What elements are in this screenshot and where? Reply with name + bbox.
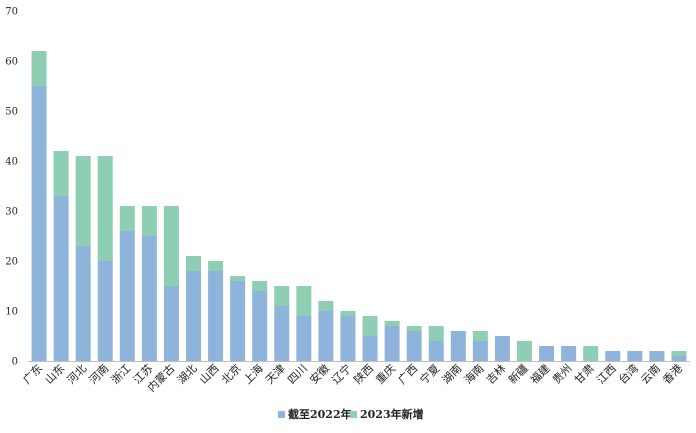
bar-segment-new-2023: [31, 51, 47, 86]
x-category-label: 陕西: [351, 361, 376, 386]
x-category-label: 香港: [660, 362, 685, 387]
bar-segment-new-2023: [53, 151, 69, 196]
x-category-label: 天津: [263, 362, 288, 387]
x-category-label: 台湾: [615, 361, 640, 386]
bar-segment-through-2022: [296, 316, 312, 361]
bar-segment-through-2022: [163, 286, 179, 361]
x-axis-category-labels: 广东山东河北河南浙江江苏内蒙古湖北山西北京上海天津四川安徽辽宁陕西重庆广西宁夏湖…: [20, 361, 685, 394]
bar-segment-new-2023: [516, 341, 533, 361]
x-category-label: 重庆: [373, 361, 398, 386]
bars-group: [31, 51, 687, 361]
x-category-label: 河南: [87, 362, 112, 387]
bar-segment-through-2022: [406, 331, 422, 361]
bar-segment-new-2023: [230, 276, 246, 281]
y-tick-label: 10: [5, 307, 18, 318]
bar-segment-new-2023: [472, 331, 488, 341]
x-category-label: 四川: [285, 362, 310, 387]
bar-segment-new-2023: [583, 346, 599, 361]
bar-segment-new-2023: [428, 326, 444, 341]
x-category-label: 安徽: [307, 361, 332, 386]
x-category-label: 湖北: [175, 362, 200, 387]
x-category-label: 河北: [65, 362, 90, 387]
bar-segment-new-2023: [252, 281, 268, 291]
x-category-label: 江西: [594, 362, 619, 387]
x-category-label: 吉林: [483, 361, 508, 386]
x-category-label: 山西: [197, 362, 222, 387]
bar-segment-new-2023: [141, 206, 157, 236]
bar-segment-through-2022: [274, 306, 290, 361]
bar-segment-new-2023: [318, 301, 334, 311]
bar-segment-new-2023: [406, 326, 422, 331]
legend: 截至2022年 2023年新增: [278, 407, 424, 421]
bar-segment-new-2023: [185, 256, 202, 271]
bar-segment-through-2022: [31, 86, 47, 361]
bar-segment-through-2022: [450, 331, 466, 361]
bar-segment-through-2022: [141, 236, 157, 361]
bar-segment-through-2022: [185, 271, 202, 361]
y-tick-label: 50: [5, 107, 18, 118]
bar-segment-new-2023: [75, 156, 91, 246]
y-tick-label: 60: [5, 57, 18, 68]
legend-label: 2023年新增: [360, 407, 424, 421]
y-tick-label: 20: [5, 257, 18, 268]
x-category-label: 宁夏: [417, 361, 442, 386]
x-category-label: 湖南: [440, 362, 465, 387]
bar-segment-new-2023: [119, 206, 135, 231]
bar-segment-new-2023: [340, 311, 356, 316]
legend-swatch: [350, 411, 357, 418]
x-category-label: 新疆: [505, 361, 530, 386]
x-category-label: 辽宁: [329, 361, 354, 386]
bar-segment-through-2022: [671, 356, 687, 361]
x-category-label: 浙江: [109, 362, 134, 387]
bar-segment-through-2022: [539, 346, 555, 361]
legend-swatch: [278, 411, 285, 418]
bar-segment-through-2022: [53, 196, 69, 361]
bar-segment-through-2022: [208, 271, 224, 361]
bar-segment-through-2022: [252, 291, 268, 361]
bar-segment-through-2022: [119, 231, 135, 361]
bar-segment-new-2023: [384, 321, 400, 326]
y-tick-label: 30: [5, 207, 18, 218]
y-tick-label: 0: [12, 357, 18, 368]
bar-segment-new-2023: [208, 261, 224, 271]
bar-segment-through-2022: [340, 316, 356, 361]
bar-segment-through-2022: [318, 311, 334, 361]
x-category-label: 广西: [396, 362, 421, 387]
bar-segment-through-2022: [75, 246, 91, 361]
bar-segment-new-2023: [274, 286, 290, 306]
bar-segment-through-2022: [230, 281, 246, 361]
legend-label: 截至2022年: [288, 407, 352, 421]
bar-segment-through-2022: [362, 336, 378, 361]
y-tick-label: 40: [5, 157, 18, 168]
bar-segment-new-2023: [163, 206, 179, 286]
y-tick-label: 70: [5, 7, 18, 18]
x-category-label: 云南: [638, 362, 663, 387]
bar-segment-through-2022: [472, 341, 488, 361]
x-category-label: 山东: [42, 362, 67, 387]
bar-segment-new-2023: [362, 316, 378, 336]
x-category-label: 上海: [240, 361, 265, 386]
x-category-label: 北京: [218, 361, 243, 386]
bar-segment-through-2022: [627, 351, 643, 361]
bar-segment-through-2022: [605, 351, 621, 361]
x-category-label: 福建: [527, 361, 552, 386]
x-category-label: 贵州: [550, 362, 575, 387]
bar-segment-through-2022: [384, 326, 400, 361]
bar-segment-new-2023: [97, 156, 113, 261]
y-axis-ticks: 0 10 20 30 40 50 60 70: [5, 7, 18, 368]
bar-segment-new-2023: [671, 351, 687, 356]
x-category-label: 广东: [20, 362, 45, 387]
bar-segment-through-2022: [561, 346, 577, 361]
bar-segment-through-2022: [97, 261, 113, 361]
x-category-label: 海南: [461, 361, 486, 386]
bar-segment-through-2022: [494, 336, 510, 361]
bar-segment-new-2023: [296, 286, 312, 316]
x-category-label: 甘肃: [572, 362, 597, 387]
bar-segment-through-2022: [649, 351, 665, 361]
bar-segment-through-2022: [428, 341, 444, 361]
